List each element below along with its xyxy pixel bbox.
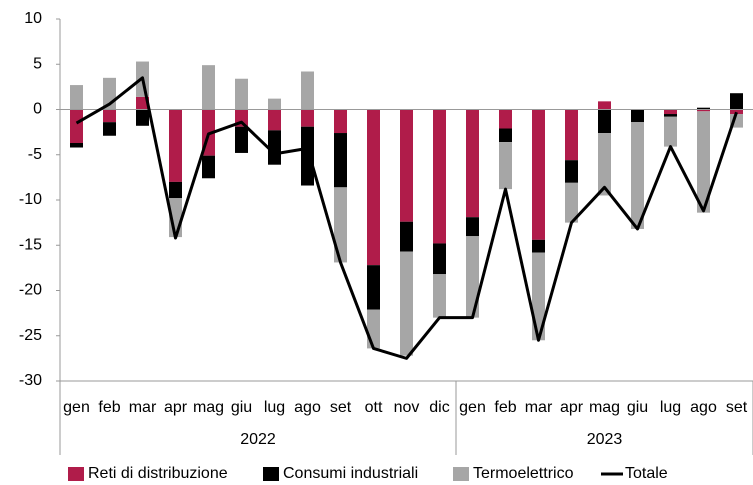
y-tick-label: 10 xyxy=(24,10,42,27)
bar xyxy=(202,65,215,110)
bar xyxy=(301,109,314,127)
bar xyxy=(664,116,677,147)
bar xyxy=(466,109,479,218)
x-tick-label: gen xyxy=(63,399,90,416)
bar xyxy=(532,109,545,240)
bar xyxy=(466,217,479,237)
bar xyxy=(103,109,116,123)
bar xyxy=(70,142,83,148)
bar xyxy=(433,109,446,244)
bar xyxy=(400,221,413,252)
bar xyxy=(499,109,512,129)
x-tick-label: apr xyxy=(164,399,188,416)
x-tick-label: mar xyxy=(129,399,157,416)
legend-label: Termoelettrico xyxy=(473,465,574,482)
bar xyxy=(268,109,281,131)
bar xyxy=(730,109,743,115)
y-tick-label: -5 xyxy=(28,146,42,163)
x-tick-label: ago xyxy=(690,399,717,416)
x-tick-label: giu xyxy=(627,399,648,416)
y-tick-label: -25 xyxy=(19,327,42,344)
bar xyxy=(730,93,743,110)
bar xyxy=(301,71,314,110)
bar xyxy=(466,236,479,318)
bar xyxy=(565,109,578,161)
x-tick-label: feb xyxy=(98,399,120,416)
legend-swatch xyxy=(263,467,279,481)
legend-label: Consumi industriali xyxy=(283,465,418,482)
bar xyxy=(268,98,281,110)
x-tick-label: mag xyxy=(589,399,620,416)
bar xyxy=(598,109,611,134)
bar xyxy=(631,122,644,229)
y-tick-label: 0 xyxy=(33,101,42,118)
bar xyxy=(532,239,545,253)
bar xyxy=(697,111,710,213)
bar xyxy=(235,126,248,153)
x-tick-label: set xyxy=(330,399,352,416)
x-tick-label: gen xyxy=(459,399,486,416)
bar xyxy=(70,109,83,143)
bar xyxy=(334,133,347,188)
bar xyxy=(499,128,512,143)
bar xyxy=(334,187,347,263)
x-tick-label: mar xyxy=(525,399,553,416)
y-tick-label: 5 xyxy=(33,55,42,72)
bar xyxy=(598,133,611,196)
bar xyxy=(400,251,413,356)
group-label: 2022 xyxy=(240,431,276,448)
x-tick-label: ott xyxy=(365,399,383,416)
x-tick-label: apr xyxy=(560,399,584,416)
bar xyxy=(268,130,281,165)
bar xyxy=(169,109,182,182)
bar xyxy=(334,109,347,134)
bar xyxy=(103,122,116,136)
legend-swatch xyxy=(453,467,469,481)
bar xyxy=(565,160,578,183)
bar xyxy=(499,142,512,190)
y-tick-label: -10 xyxy=(19,191,42,208)
bar xyxy=(367,265,380,310)
legend-label: Totale xyxy=(625,465,668,482)
legend-swatch xyxy=(68,467,84,481)
bar xyxy=(697,107,710,110)
y-tick-label: -15 xyxy=(19,236,42,253)
x-tick-label: lug xyxy=(660,399,681,416)
bar xyxy=(136,109,149,126)
bar xyxy=(70,85,83,110)
x-tick-label: set xyxy=(726,399,748,416)
x-tick-label: ago xyxy=(294,399,321,416)
bar xyxy=(400,109,413,222)
bar xyxy=(565,182,578,223)
bar xyxy=(367,109,380,266)
bar xyxy=(169,181,182,199)
bar xyxy=(235,78,248,110)
x-tick-label: dic xyxy=(429,399,449,416)
x-tick-label: nov xyxy=(394,399,420,416)
bar xyxy=(664,114,677,117)
bar xyxy=(433,243,446,275)
bar xyxy=(433,274,446,318)
x-tick-label: feb xyxy=(494,399,516,416)
x-tick-label: lug xyxy=(264,399,285,416)
bar xyxy=(532,252,545,341)
bar xyxy=(697,109,710,112)
bar xyxy=(301,126,314,186)
line xyxy=(75,76,738,360)
bar xyxy=(367,309,380,349)
y-tick-label: -20 xyxy=(19,282,42,299)
bar xyxy=(664,109,677,115)
x-tick-label: mag xyxy=(193,399,224,416)
bar xyxy=(202,155,215,179)
legend-label: Reti di distribuzione xyxy=(88,465,228,482)
x-tick-label: giu xyxy=(231,399,252,416)
y-tick-label: -30 xyxy=(19,372,42,389)
bar xyxy=(598,101,611,110)
bar xyxy=(631,109,644,123)
group-label: 2023 xyxy=(587,431,623,448)
